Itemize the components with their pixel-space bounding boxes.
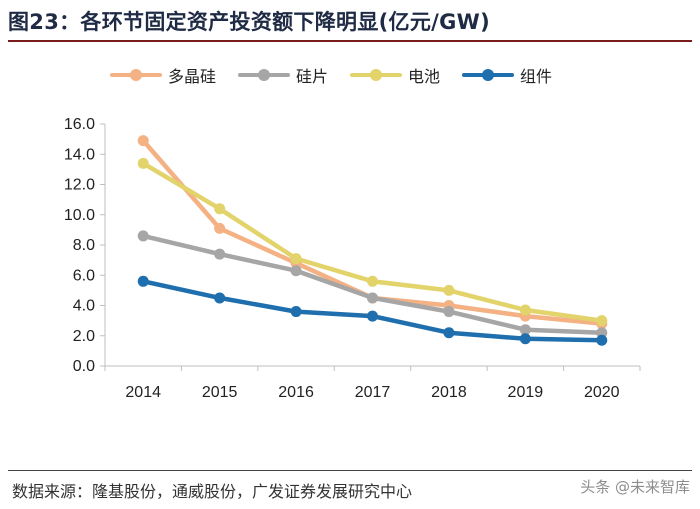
- x-tick-label: 2019: [508, 384, 544, 401]
- x-tick-label: 2016: [278, 384, 314, 401]
- y-tick-label: 16.0: [64, 116, 95, 133]
- data-point-cell: [596, 315, 608, 327]
- legend-label-wafer: 硅片: [296, 67, 329, 86]
- data-point-cell: [519, 304, 531, 316]
- legend-item-cell: 电池: [350, 63, 440, 87]
- data-point-cell: [214, 203, 226, 215]
- legend-item-polysilicon: 多晶硅: [110, 63, 216, 87]
- figure-title: 图23：各环节固定资产投资额下降明显(亿元/GW): [8, 10, 490, 34]
- legend-swatch-polysilicon: [110, 67, 162, 83]
- source-divider: [8, 470, 692, 471]
- data-point-cell: [443, 284, 455, 296]
- data-point-polysilicon: [137, 135, 149, 147]
- title-divider: [8, 40, 692, 42]
- y-tick-label: 0.0: [73, 358, 95, 375]
- x-tick-label: 2020: [584, 384, 620, 401]
- legend-item-module: 组件: [462, 63, 552, 87]
- data-point-wafer: [443, 306, 455, 318]
- data-point-module: [519, 333, 531, 345]
- watermark: 头条 @未来智库: [580, 478, 690, 496]
- legend-item-wafer: 硅片: [238, 63, 328, 87]
- data-point-cell: [137, 157, 149, 169]
- legend-label-cell: 电池: [408, 67, 441, 86]
- data-point-module: [596, 334, 608, 346]
- data-point-wafer: [519, 324, 531, 336]
- x-tick-label: 2017: [355, 384, 391, 401]
- y-tick-label: 14.0: [64, 146, 95, 163]
- y-tick-label: 2.0: [73, 328, 95, 345]
- data-point-polysilicon: [214, 222, 226, 234]
- y-tick-label: 6.0: [73, 267, 95, 284]
- legend-swatch-module: [462, 67, 515, 83]
- data-point-module: [443, 327, 455, 339]
- y-tick-label: 12.0: [64, 177, 95, 194]
- data-point-wafer: [214, 248, 226, 260]
- x-tick-label: 2015: [202, 384, 238, 401]
- data-point-module: [137, 275, 149, 287]
- data-point-module: [290, 306, 302, 318]
- data-point-module: [214, 292, 226, 304]
- data-point-wafer: [596, 327, 608, 339]
- x-tick-label: 2018: [431, 384, 467, 401]
- source-note: 数据来源：隆基股份，通威股份，广发证券发展研究中心: [12, 482, 413, 501]
- legend-swatch-wafer: [238, 67, 291, 83]
- y-tick-label: 10.0: [64, 207, 95, 224]
- chart-legend: 多晶硅 硅片 电池 组件: [110, 63, 552, 87]
- data-point-cell: [290, 253, 302, 265]
- data-point-module: [367, 310, 378, 322]
- y-tick-label: 4.0: [73, 298, 95, 315]
- data-point-cell: [367, 275, 378, 287]
- data-point-wafer: [290, 265, 302, 277]
- data-point-wafer: [137, 230, 149, 242]
- legend-label-module: 组件: [520, 67, 553, 86]
- legend-swatch-cell: [350, 67, 403, 83]
- x-tick-label: 2014: [125, 384, 161, 401]
- legend-label-polysilicon: 多晶硅: [168, 67, 217, 86]
- y-tick-label: 8.0: [73, 237, 95, 254]
- data-point-wafer: [367, 292, 378, 304]
